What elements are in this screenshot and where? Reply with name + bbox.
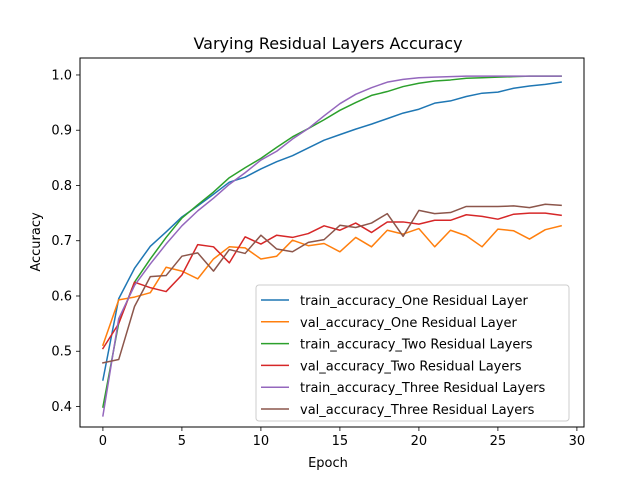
legend-label-1: train_accuracy_One Residual Layer [300,294,528,309]
legend-box [255,284,570,422]
chart-title: Varying Residual Layers Accuracy [193,34,462,53]
legend-label-5: train_accuracy_Three Residual Layers [300,381,546,396]
series-line-3 [102,75,562,408]
series-line-4 [101,212,562,350]
series-line-6 [102,203,562,364]
series-line-5 [102,75,562,417]
x-tick-label: 10 [253,434,270,449]
series-line-2 [101,224,562,347]
y-tick-label: 0.6 [51,289,72,304]
legend-label-2: val_accuracy_One Residual Layer [300,316,517,331]
x-tick-label: 20 [411,434,428,449]
legend-label-3: train_accuracy_Two Residual Layers [300,338,533,353]
y-tick-label: 0.8 [51,179,72,194]
y-tick-label: 1.0 [51,68,72,83]
y-tick-label: 0.9 [51,124,72,139]
y-tick-label: 0.5 [51,345,72,360]
x-axis-label: Epoch [308,456,348,471]
legend-label-6: val_accuracy_Three Residual Layers [300,403,535,418]
legend-label-4: val_accuracy_Two Residual Layers [300,359,522,374]
x-tick-label: 15 [332,434,349,449]
x-tick-label: 0 [99,434,107,449]
series-lines [101,75,562,417]
y-axis-label: Accuracy [29,212,44,272]
y-tick-label: 0.4 [51,400,72,415]
y-tick-label: 0.7 [51,234,72,249]
plot-frame [79,57,585,428]
x-tick-label: 5 [178,434,186,449]
x-tick-label: 25 [490,434,507,449]
x-tick-label: 30 [569,434,586,449]
legend: train_accuracy_One Residual Layer val_acc… [255,284,570,422]
series-line-1 [102,81,562,381]
axis-ticks: 0 5 10 15 20 25 30 0.4 0.5 0.6 0.7 0.8 0.9 1.0 [51,68,585,449]
